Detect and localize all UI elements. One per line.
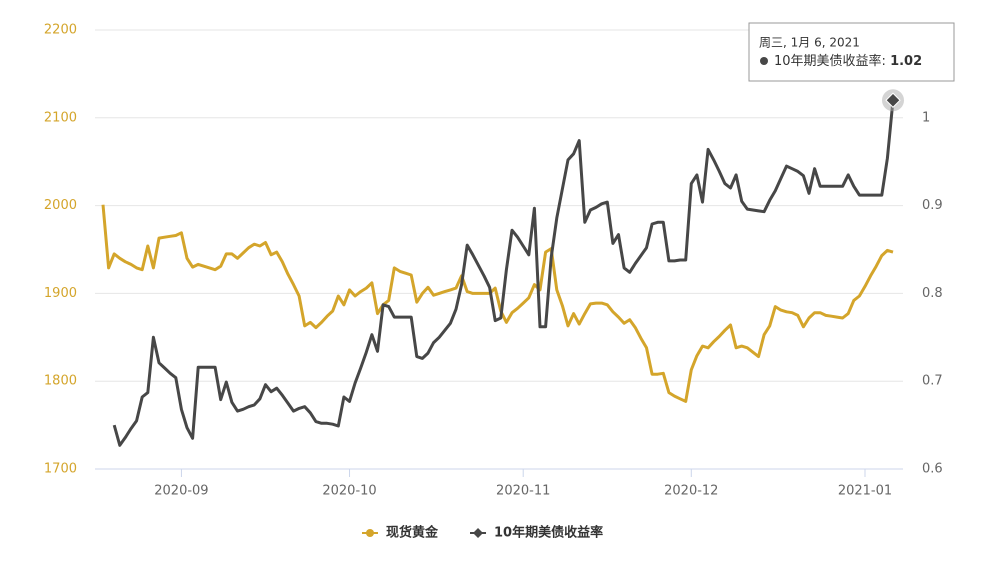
tooltip-title: 周三, 1月 6, 2021	[759, 36, 860, 50]
tooltip-sep: :	[882, 54, 891, 69]
y2-tick-label: 0.7	[922, 374, 943, 389]
y-tick-label: 1900	[44, 286, 77, 301]
y-tick-label: 2100	[44, 110, 77, 125]
y-tick-label: 2000	[44, 198, 77, 213]
y2-tick-label: 1	[922, 110, 930, 125]
tooltip-value: 1.02	[890, 54, 922, 69]
y2-tick-label: 0.9	[922, 198, 943, 213]
y2-tick-label: 0.8	[922, 286, 943, 301]
tooltip-dot	[760, 57, 768, 65]
y-tick-label: 2200	[44, 23, 77, 38]
series-line	[112, 100, 895, 447]
y-tick-label: 1700	[44, 462, 77, 477]
x-tick-label: 2020-10	[322, 484, 376, 499]
tooltip-series: 10年期美债收益率	[774, 53, 882, 69]
legend: 现货黄金 10年期美债收益率	[362, 525, 603, 541]
legend-marker	[366, 529, 374, 537]
legend-item[interactable]: 现货黄金	[362, 525, 439, 541]
tooltip-line: 10年期美债收益率: 1.02	[774, 53, 922, 69]
y-tick-label: 1800	[44, 374, 77, 389]
y2-tick-label: 0.6	[922, 462, 943, 477]
legend-label: 现货黄金	[386, 525, 439, 541]
x-tick-label: 2021-01	[838, 484, 892, 499]
legend-label: 10年期美债收益率	[494, 525, 603, 541]
x-tick-label: 2020-12	[664, 484, 718, 499]
x-tick-label: 2020-11	[496, 484, 550, 499]
legend-item[interactable]: 10年期美债收益率	[470, 525, 603, 541]
x-tick-label: 2020-09	[154, 484, 208, 499]
tooltip: 周三, 1月 6, 2021 10年期美债收益率: 1.02	[748, 22, 955, 82]
tooltip-box	[748, 22, 955, 82]
legend-marker	[473, 528, 484, 538]
series-line	[101, 204, 894, 403]
highlight-point	[885, 92, 901, 108]
